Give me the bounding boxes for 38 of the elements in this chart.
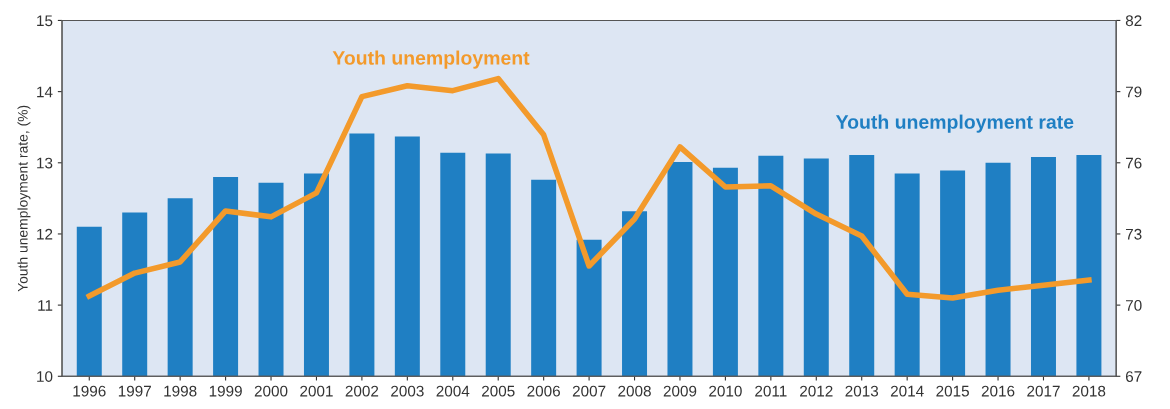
x-tick-label: 2002: [345, 385, 379, 397]
x-tick-label: 2000: [254, 385, 288, 397]
y-tick-label: 11: [38, 300, 53, 311]
x-tick-label: 2005: [482, 385, 515, 397]
y-tick-label: 13: [37, 157, 53, 169]
x-tick-label: 1998: [164, 385, 197, 397]
x-tick-label: 2017: [1027, 385, 1060, 397]
x-tick-label: 2018: [1072, 385, 1106, 397]
y-tick-label: 15: [37, 15, 53, 27]
x-tick-label: 2016: [981, 385, 1015, 397]
y-tick-label: 12: [37, 228, 53, 240]
x-tick-label: 2001: [300, 385, 333, 397]
y-axis-title: Youth unemployment rate, (%): [17, 105, 31, 292]
y2-tick-label: 67: [1125, 371, 1142, 382]
y2-tick-label: 76: [1125, 157, 1142, 169]
x-tick-label: 1996: [73, 385, 106, 397]
x-tick-label: 2012: [800, 385, 833, 397]
x-tick-label: 2011: [755, 385, 787, 397]
x-tick-label: 2008: [618, 385, 651, 397]
x-tick-label: 2010: [709, 385, 742, 397]
x-tick-label: 2009: [663, 385, 697, 397]
x-tick-label: 2015: [936, 385, 969, 397]
x-tick-label: 2014: [890, 385, 924, 397]
y-tick-label: 10: [37, 371, 53, 382]
series-label: Youth unemployment: [332, 50, 530, 69]
x-tick-label: 1999: [209, 385, 242, 397]
y2-tick-label: 82: [1125, 15, 1142, 27]
x-tick-label: 2007: [572, 385, 606, 397]
x-tick-label: 1997: [118, 385, 151, 397]
y2-tick-label: 79: [1125, 86, 1142, 98]
x-tick-label: 2006: [527, 385, 560, 397]
x-tick-label: 2013: [845, 385, 879, 397]
x-tick-label: 2004: [436, 385, 470, 397]
x-tick-label: 2003: [391, 385, 424, 397]
y-tick-label: 14: [37, 86, 53, 98]
series-label: Youth unemployment rate: [835, 114, 1074, 133]
y2-tick-label: 70: [1125, 299, 1142, 311]
y2-tick-label: 73: [1125, 228, 1142, 240]
